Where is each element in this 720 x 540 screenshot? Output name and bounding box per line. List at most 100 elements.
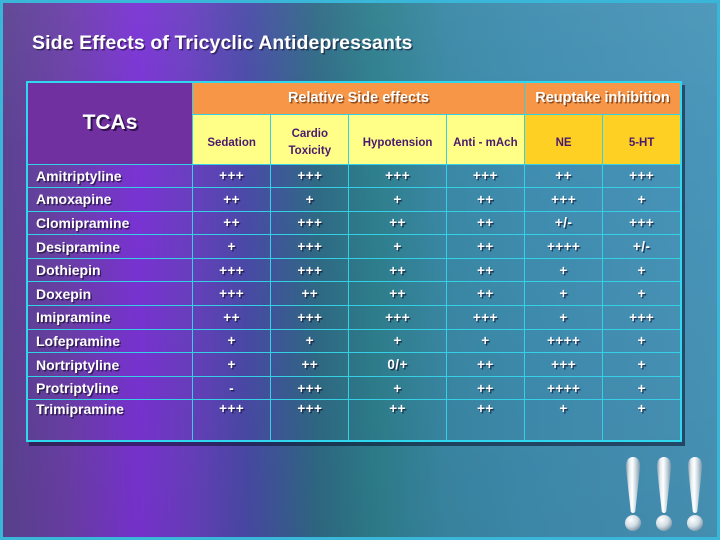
column-header-cardio-toxicity: Cardio Toxicity bbox=[270, 113, 350, 165]
rating-cell-antimach: ++ bbox=[445, 399, 525, 442]
rating-cell-cardio: +++ bbox=[270, 163, 350, 189]
drug-name-cell: Trimipramine bbox=[26, 399, 193, 442]
table-row: Desipramine + +++ + ++ ++++ +/- bbox=[26, 234, 682, 259]
rating-cell-hypotension: ++ bbox=[348, 210, 447, 236]
corner-cell-tcas: TCAs bbox=[26, 81, 193, 165]
rating-cell-antimach: +++ bbox=[445, 305, 525, 330]
rating-cell-fiveht: + bbox=[602, 328, 682, 354]
table-row: Nortriptyline + ++ 0/+ ++ +++ + bbox=[26, 352, 682, 377]
rating-cell-fiveht: + bbox=[602, 187, 682, 212]
rating-cell-fiveht: + bbox=[602, 257, 682, 283]
column-header-sedation: Sedation bbox=[191, 113, 272, 165]
rating-cell-hypotension: ++ bbox=[348, 399, 447, 442]
rating-cell-fiveht: +++ bbox=[602, 163, 682, 189]
rating-cell-sedation: + bbox=[191, 328, 272, 354]
rating-cell-cardio: +++ bbox=[270, 375, 350, 401]
group-header-relative-side-effects: Relative Side effects bbox=[191, 81, 525, 115]
rating-cell-fiveht: + bbox=[602, 281, 682, 307]
rating-cell-sedation: ++ bbox=[191, 210, 272, 236]
rating-cell-fiveht: +++ bbox=[602, 210, 682, 236]
rating-cell-sedation: - bbox=[191, 375, 272, 401]
column-header-anti-mach: Anti - mAch bbox=[445, 113, 525, 165]
table-body: Amitriptyline +++ +++ +++ +++ ++ +++ Amoxapine +… bbox=[26, 163, 682, 442]
rating-cell-ne: + bbox=[523, 257, 604, 283]
table-header: TCAs Relative Side effects Reuptake inhi… bbox=[26, 81, 682, 165]
rating-cell-cardio: +++ bbox=[270, 210, 350, 236]
rating-cell-ne: + bbox=[523, 399, 604, 442]
drug-name-cell: Dothiepin bbox=[26, 257, 193, 283]
page-title: Side Effects of Tricyclic Antidepressant… bbox=[32, 32, 413, 54]
table-row: Dothiepin +++ +++ ++ ++ + + bbox=[26, 257, 682, 283]
rating-cell-ne: + bbox=[523, 281, 604, 307]
rating-cell-hypotension: ++ bbox=[348, 257, 447, 283]
table-row: Imipramine ++ +++ +++ +++ + +++ bbox=[26, 305, 682, 330]
rating-cell-sedation: ++ bbox=[191, 187, 272, 212]
rating-cell-ne: +++ bbox=[523, 187, 604, 212]
drug-name-cell: Protriptyline bbox=[26, 375, 193, 401]
rating-cell-ne: +++ bbox=[523, 352, 604, 377]
drug-name-cell: Lofepramine bbox=[26, 328, 193, 354]
rating-cell-sedation: ++ bbox=[191, 305, 272, 330]
column-header-ne: NE bbox=[523, 113, 604, 165]
rating-cell-antimach: +++ bbox=[445, 163, 525, 189]
table-row: Doxepin +++ ++ ++ ++ + + bbox=[26, 281, 682, 307]
rating-cell-hypotension: +++ bbox=[348, 163, 447, 189]
drug-name-cell: Nortriptyline bbox=[26, 352, 193, 377]
group-header-reuptake-inhibition: Reuptake inhibition bbox=[523, 81, 682, 115]
rating-cell-cardio: +++ bbox=[270, 257, 350, 283]
rating-cell-antimach: + bbox=[445, 328, 525, 354]
table-row: Clomipramine ++ +++ ++ ++ +/- +++ bbox=[26, 210, 682, 236]
rating-cell-antimach: ++ bbox=[445, 210, 525, 236]
rating-cell-sedation: + bbox=[191, 234, 272, 259]
rating-cell-cardio: +++ bbox=[270, 305, 350, 330]
rating-cell-ne: + bbox=[523, 305, 604, 330]
rating-cell-hypotension: + bbox=[348, 187, 447, 212]
rating-cell-cardio: +++ bbox=[270, 234, 350, 259]
rating-cell-ne: +/- bbox=[523, 210, 604, 236]
rating-cell-cardio: ++ bbox=[270, 281, 350, 307]
table-row: Protriptyline - +++ + ++ ++++ + bbox=[26, 375, 682, 401]
rating-cell-hypotension: +++ bbox=[348, 305, 447, 330]
drug-name-cell: Desipramine bbox=[26, 234, 193, 259]
exclamation-mark-icon bbox=[687, 457, 703, 531]
rating-cell-ne: ++++ bbox=[523, 328, 604, 354]
rating-cell-fiveht: +++ bbox=[602, 305, 682, 330]
group-header-row: TCAs Relative Side effects Reuptake inhi… bbox=[26, 81, 682, 165]
drug-name-cell: Doxepin bbox=[26, 281, 193, 307]
rating-cell-sedation: +++ bbox=[191, 399, 272, 442]
column-header-row: Sedation Cardio Toxicity Hypotension Ant… bbox=[27, 113, 682, 165]
rating-cell-fiveht: + bbox=[602, 375, 682, 401]
rating-cell-hypotension: + bbox=[348, 328, 447, 354]
column-header-5ht: 5-HT bbox=[602, 113, 682, 165]
rating-cell-antimach: ++ bbox=[445, 281, 525, 307]
drug-name-cell: Imipramine bbox=[26, 305, 193, 330]
table-row: Amitriptyline +++ +++ +++ +++ ++ +++ bbox=[26, 163, 682, 189]
drug-name-cell: Amoxapine bbox=[26, 187, 193, 212]
rating-cell-fiveht: +/- bbox=[602, 234, 682, 259]
column-header-hypotension: Hypotension bbox=[348, 113, 447, 165]
table-row: Trimipramine +++ +++ ++ ++ + + bbox=[26, 399, 682, 442]
rating-cell-cardio: ++ bbox=[270, 352, 350, 377]
rating-cell-hypotension: 0/+ bbox=[348, 352, 447, 377]
table-row: Amoxapine ++ + + ++ +++ + bbox=[26, 187, 682, 212]
tca-side-effects-table: TCAs Relative Side effects Reuptake inhi… bbox=[26, 81, 682, 442]
rating-cell-antimach: ++ bbox=[445, 257, 525, 283]
table-row: Lofepramine + + + + ++++ + bbox=[26, 328, 682, 354]
rating-cell-ne: ++ bbox=[523, 163, 604, 189]
rating-cell-cardio: + bbox=[270, 328, 350, 354]
exclamation-marks-decoration bbox=[621, 455, 713, 533]
rating-cell-fiveht: + bbox=[602, 399, 682, 442]
rating-cell-ne: ++++ bbox=[523, 234, 604, 259]
rating-cell-antimach: ++ bbox=[445, 352, 525, 377]
rating-cell-antimach: ++ bbox=[445, 375, 525, 401]
rating-cell-sedation: +++ bbox=[191, 281, 272, 307]
rating-cell-fiveht: + bbox=[602, 352, 682, 377]
rating-cell-hypotension: + bbox=[348, 375, 447, 401]
rating-cell-sedation: + bbox=[191, 352, 272, 377]
rating-cell-cardio: + bbox=[270, 187, 350, 212]
rating-cell-antimach: ++ bbox=[445, 187, 525, 212]
drug-name-cell: Clomipramine bbox=[26, 210, 193, 236]
rating-cell-hypotension: + bbox=[348, 234, 447, 259]
exclamation-mark-icon bbox=[625, 457, 641, 531]
